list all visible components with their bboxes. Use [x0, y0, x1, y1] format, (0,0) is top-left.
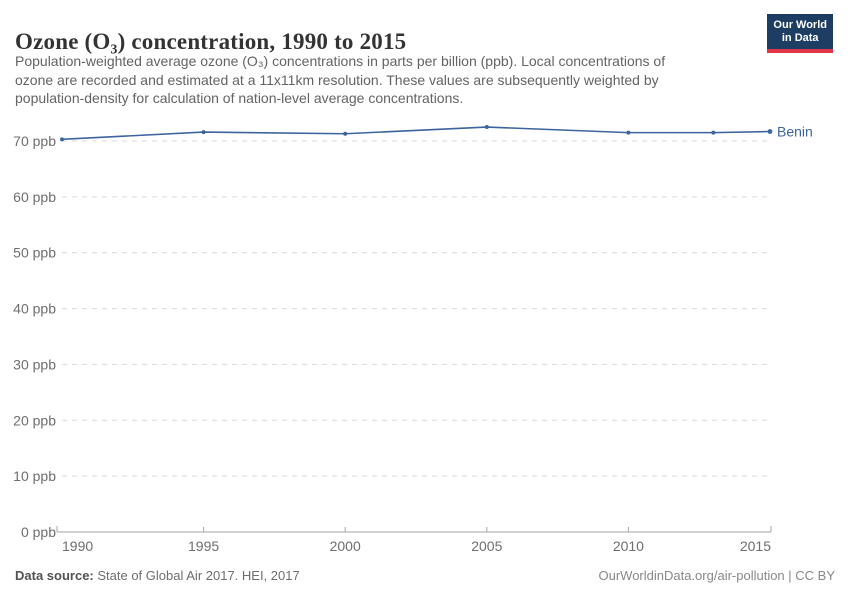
chart-subtitle-line: population-density for calculation of na…	[15, 90, 464, 106]
y-axis-tick-label: 30 ppb	[13, 356, 56, 372]
owid-logo-line1: Our World	[773, 19, 827, 31]
data-point[interactable]	[484, 125, 489, 130]
entity-label: Benin	[777, 124, 813, 140]
x-axis-tick-label: 2010	[613, 538, 644, 554]
chart-subtitle-line: Population-weighted average ozone (O₃) c…	[15, 53, 666, 69]
y-axis-tick-label: 60 ppb	[13, 189, 56, 205]
x-axis-tick-label: 1990	[62, 538, 93, 554]
data-source-value: State of Global Air 2017. HEI, 2017	[93, 568, 300, 583]
data-point[interactable]	[767, 129, 773, 134]
data-point[interactable]	[711, 130, 716, 135]
x-axis-tick-label: 1995	[188, 538, 219, 554]
credit-link[interactable]: OurWorldinData.org/air-pollution | CC BY	[598, 568, 835, 583]
y-axis-tick-label: 40 ppb	[13, 301, 56, 317]
y-axis-tick-label: 0 ppb	[21, 524, 56, 540]
y-axis-tick-label: 10 ppb	[13, 468, 56, 484]
y-axis-tick-label: 20 ppb	[13, 412, 56, 428]
chart-subtitle: Population-weighted average ozone (O₃) c…	[15, 52, 665, 108]
chart-footer: Data source: State of Global Air 2017. H…	[15, 568, 835, 583]
x-axis-tick-label: 2005	[471, 538, 502, 554]
data-source-note: Data source: State of Global Air 2017. H…	[15, 568, 300, 583]
owid-logo[interactable]: Our World in Data	[767, 14, 833, 53]
data-point[interactable]	[60, 137, 64, 142]
chart-title: Ozone (O₃) concentration, 1990 to 2015	[15, 29, 407, 55]
data-line[interactable]	[61, 126, 771, 141]
x-axis-tick-label: 2000	[330, 538, 361, 554]
data-point[interactable]	[626, 130, 631, 135]
data-source-label: Data source:	[15, 568, 94, 583]
owid-logo-line2: in Data	[781, 32, 819, 44]
chart-subtitle-line: ozone are recorded and estimated at a 11…	[15, 71, 659, 88]
data-point[interactable]	[343, 131, 348, 136]
data-point[interactable]	[201, 130, 206, 135]
x-axis-tick-label: 2015	[740, 538, 771, 554]
y-axis-tick-label: 70 ppb	[13, 133, 56, 149]
y-axis-tick-label: 50 ppb	[13, 245, 56, 261]
